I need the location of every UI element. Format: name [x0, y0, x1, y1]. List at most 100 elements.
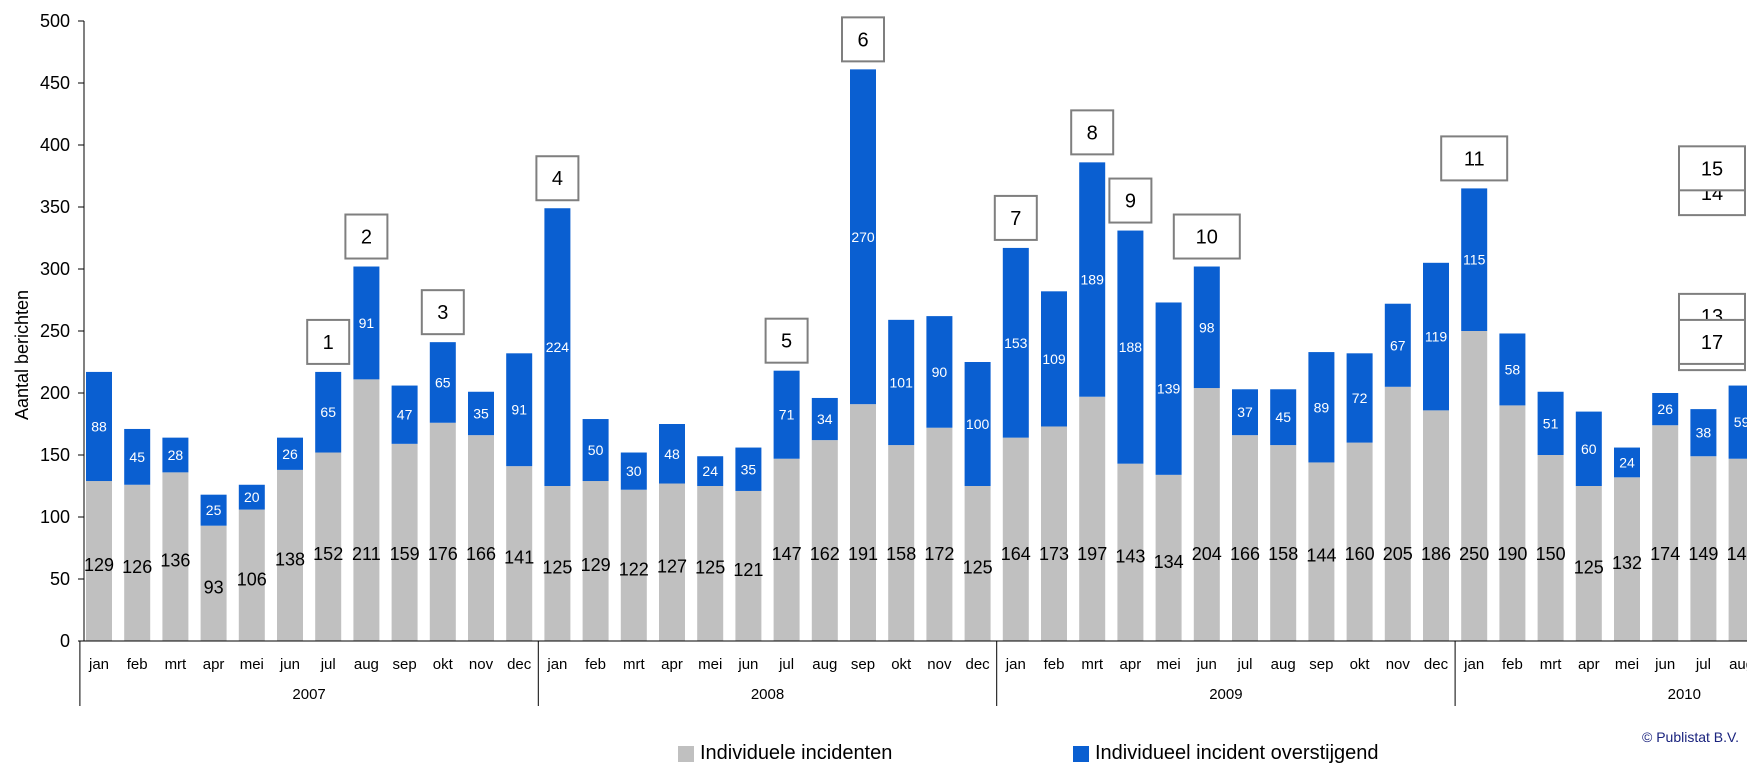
bar-exceeding: [1461, 188, 1488, 331]
legend-item-exceeding: Individueel incident overstijgend: [1073, 742, 1379, 765]
year-label: 2010: [1668, 686, 1701, 703]
data-label-exceeding: 51: [1543, 415, 1559, 431]
bar-exceeding: [888, 319, 915, 446]
data-label-exceeding: 24: [1619, 454, 1635, 470]
data-label-individual: 141: [504, 548, 534, 568]
bar-individual: [1346, 442, 1373, 641]
data-label-individual: 176: [428, 544, 458, 564]
annotation-box: [1440, 135, 1509, 182]
bar-exceeding: [735, 447, 762, 491]
data-label-exceeding: 115: [1463, 252, 1486, 268]
data-label-exceeding: 139: [1157, 381, 1181, 397]
annotation-label: 5: [781, 331, 792, 353]
bar-individual: [468, 435, 494, 641]
bar-individual: [200, 525, 227, 641]
bar-exceeding: [964, 362, 991, 486]
annotation-box: [1678, 318, 1746, 365]
y-tick-label: 150: [40, 445, 70, 465]
bar-individual: [238, 509, 265, 641]
annotation-box: [841, 16, 885, 63]
bar-exceeding: [124, 428, 151, 485]
data-label-individual: 190: [1497, 544, 1527, 564]
bar-exceeding: [582, 419, 609, 482]
data-label-individual: 138: [275, 549, 305, 569]
x-tick-label: jun: [279, 656, 300, 673]
x-tick-label: feb: [127, 656, 148, 673]
bar-exceeding: [620, 452, 647, 490]
data-label-exceeding: 35: [473, 405, 489, 421]
copyright-notice: © Publistat B.V.: [1642, 729, 1739, 745]
data-label-individual: 149: [1688, 544, 1718, 564]
data-label-exceeding: 50: [588, 442, 604, 458]
data-label-exceeding: 98: [1199, 319, 1215, 335]
data-label-exceeding: 71: [779, 407, 795, 423]
annotation-box: [535, 155, 580, 202]
bar-individual: [1117, 463, 1144, 641]
data-label-exceeding: 119: [1425, 329, 1448, 345]
bar-exceeding: [506, 353, 533, 467]
data-label-individual: 126: [122, 557, 152, 577]
x-tick-label: sep: [393, 656, 417, 673]
bar-individual: [1728, 458, 1747, 641]
data-label-individual: 150: [1536, 544, 1566, 564]
legend-swatch-individual: [678, 745, 694, 762]
data-label-exceeding: 38: [1696, 425, 1712, 441]
annotation-label: 1: [323, 332, 334, 354]
bar-exceeding: [659, 424, 685, 484]
bar-exceeding: [1002, 247, 1029, 438]
data-label-exceeding: 153: [1004, 335, 1028, 351]
annotation-box: [1108, 177, 1153, 224]
bar-individual: [811, 440, 838, 641]
data-label-exceeding: 24: [702, 463, 718, 479]
data-label-individual: 106: [237, 569, 267, 589]
x-tick-label: mei: [1157, 656, 1181, 673]
bar-exceeding: [353, 266, 380, 380]
bar-individual: [124, 484, 151, 641]
data-label-individual: 160: [1345, 544, 1375, 564]
bar-individual: [1614, 477, 1640, 641]
bar-individual: [1384, 386, 1411, 641]
bar-individual: [1193, 388, 1220, 641]
data-label-exceeding: 65: [320, 404, 336, 420]
data-label-exceeding: 109: [1042, 351, 1066, 367]
bar-individual: [659, 483, 685, 641]
x-tick-label: jun: [737, 656, 758, 673]
data-label-individual: 121: [733, 560, 763, 580]
data-label-individual: 205: [1383, 544, 1413, 564]
y-tick-label: 0: [60, 631, 70, 651]
data-label-individual: 158: [886, 544, 916, 564]
data-label-individual: 147: [772, 544, 802, 564]
data-label-individual: 125: [695, 558, 725, 578]
annotation-label: 6: [857, 29, 868, 51]
bar-individual: [1002, 437, 1029, 641]
data-label-individual: 129: [84, 555, 114, 575]
bar-exceeding: [391, 385, 418, 444]
legend-item-individual: Individuele incidenten: [678, 742, 892, 765]
data-label-individual: 172: [924, 544, 954, 564]
legend-label-exceeding: Individueel incident overstijgend: [1095, 742, 1379, 764]
x-tick-label: dec: [507, 656, 532, 673]
bar-individual: [1537, 455, 1564, 641]
annotation-label: 17: [1701, 332, 1723, 354]
y-tick-label: 200: [40, 383, 70, 403]
x-tick-label: apr: [1578, 656, 1600, 673]
bar-individual: [620, 489, 647, 641]
data-label-exceeding: 28: [168, 447, 184, 463]
bar-exceeding: [1117, 230, 1144, 464]
data-label-exceeding: 25: [206, 502, 222, 518]
data-label-individual: 93: [204, 577, 224, 597]
data-label-individual: 134: [1154, 552, 1184, 572]
x-tick-label: nov: [469, 656, 494, 673]
x-tick-label: apr: [203, 656, 225, 673]
data-label-individual: 191: [848, 544, 878, 564]
x-tick-label: aug: [812, 656, 837, 673]
bar-individual: [1423, 410, 1449, 641]
bar-exceeding: [850, 69, 876, 405]
bar-individual: [1079, 396, 1106, 641]
bar-individual: [1499, 405, 1526, 641]
annotation-box: [1172, 213, 1241, 260]
bar-individual: [315, 452, 342, 641]
data-label-exceeding: 59: [1734, 414, 1747, 430]
data-label-exceeding: 90: [932, 364, 948, 380]
x-tick-label: sep: [1309, 656, 1333, 673]
